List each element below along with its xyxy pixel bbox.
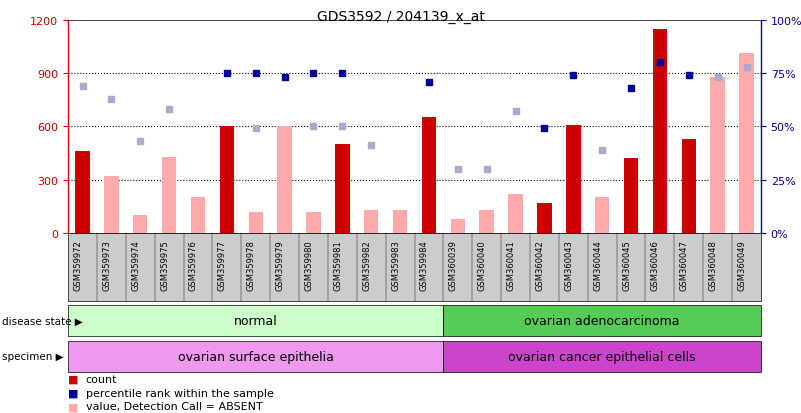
Text: GSM359976: GSM359976 (189, 240, 198, 291)
Bar (653, 29, 667, 233)
Bar (480, 210, 494, 233)
Text: GSM360042: GSM360042 (535, 240, 545, 291)
Text: GSM360048: GSM360048 (709, 240, 718, 291)
Bar (191, 198, 205, 233)
Text: ■: ■ (68, 374, 78, 384)
Text: GSM359977: GSM359977 (218, 240, 227, 291)
Bar (537, 203, 552, 233)
Bar (739, 55, 754, 233)
Text: GSM360039: GSM360039 (449, 240, 458, 291)
Text: GSM359981: GSM359981 (333, 240, 342, 291)
Text: GSM360043: GSM360043 (564, 240, 574, 291)
Bar (509, 195, 523, 233)
Bar (422, 118, 437, 233)
Bar (392, 210, 407, 233)
Bar (133, 216, 147, 233)
Bar (277, 127, 292, 233)
Bar (335, 145, 349, 233)
Text: GSM360046: GSM360046 (651, 240, 660, 291)
Text: GSM359975: GSM359975 (160, 240, 169, 291)
Bar (75, 152, 90, 233)
Bar (682, 140, 696, 233)
Text: specimen ▶: specimen ▶ (2, 351, 64, 361)
Text: GSM359984: GSM359984 (420, 240, 429, 291)
Bar (710, 77, 725, 233)
Bar (104, 177, 119, 233)
Text: ■: ■ (68, 388, 78, 398)
Text: GSM359973: GSM359973 (103, 240, 111, 291)
Text: GSM359980: GSM359980 (304, 240, 313, 291)
Text: normal: normal (234, 315, 278, 328)
Text: ■: ■ (68, 401, 78, 411)
Text: GSM360045: GSM360045 (622, 240, 631, 291)
Bar (451, 219, 465, 233)
Text: GSM360041: GSM360041 (506, 240, 516, 291)
Text: GSM359972: GSM359972 (74, 240, 83, 291)
Text: GDS3592 / 204139_x_at: GDS3592 / 204139_x_at (316, 10, 485, 24)
Text: percentile rank within the sample: percentile rank within the sample (86, 388, 274, 398)
Bar (364, 210, 378, 233)
Text: GSM359982: GSM359982 (362, 240, 371, 291)
Text: GSM359978: GSM359978 (247, 240, 256, 291)
Text: disease state ▶: disease state ▶ (2, 316, 83, 326)
Bar (306, 212, 320, 233)
Text: GSM360047: GSM360047 (680, 240, 689, 291)
Text: ovarian surface epithelia: ovarian surface epithelia (178, 350, 334, 363)
Text: GSM359979: GSM359979 (276, 240, 284, 291)
Text: GSM360040: GSM360040 (477, 240, 487, 291)
Bar (595, 198, 610, 233)
Text: GSM359974: GSM359974 (131, 240, 140, 291)
Bar (162, 157, 176, 233)
Text: value, Detection Call = ABSENT: value, Detection Call = ABSENT (86, 401, 263, 411)
Bar (248, 212, 263, 233)
Text: count: count (86, 374, 117, 384)
Text: ovarian cancer epithelial cells: ovarian cancer epithelial cells (509, 350, 696, 363)
Text: GSM360049: GSM360049 (738, 240, 747, 291)
Text: GSM359983: GSM359983 (391, 240, 400, 291)
Bar (219, 127, 234, 233)
Bar (566, 125, 581, 233)
Text: ovarian adenocarcinoma: ovarian adenocarcinoma (525, 315, 680, 328)
Text: GSM360044: GSM360044 (594, 240, 602, 291)
Bar (624, 159, 638, 233)
